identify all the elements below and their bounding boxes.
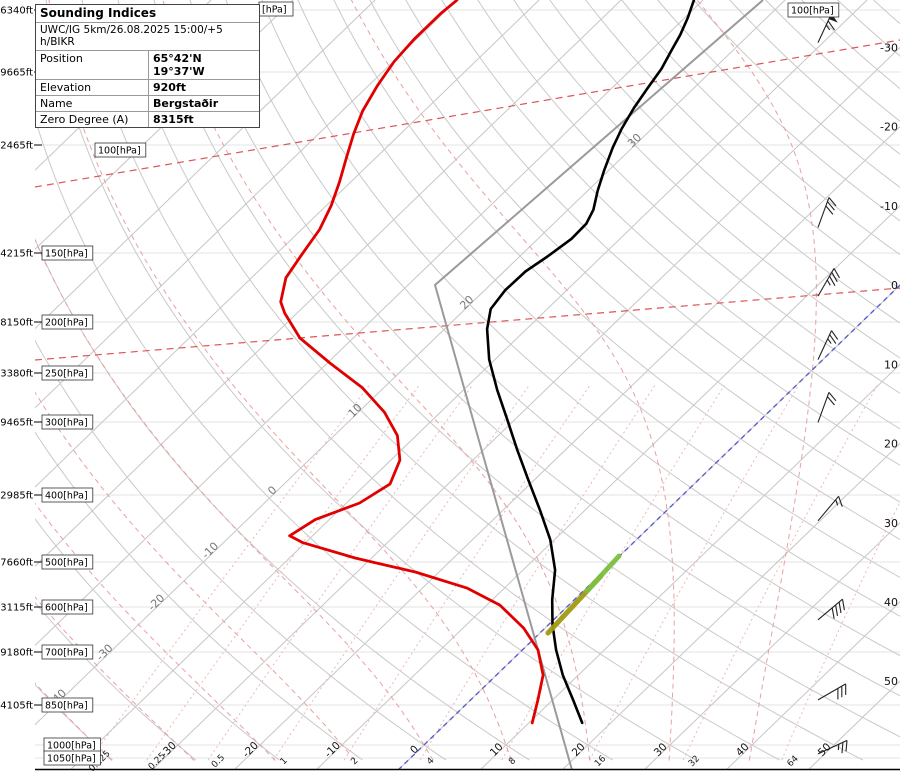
- axis-label: 700[hPa]: [45, 648, 88, 659]
- axis-label: [hPa]: [262, 5, 287, 16]
- info-value: 65°42'N 19°37'W: [153, 52, 205, 78]
- pressure-box: [41, 245, 94, 261]
- pressure-box: [94, 142, 147, 158]
- axis-label: 30: [884, 517, 898, 530]
- info-title: Sounding Indices: [40, 6, 157, 20]
- pressure-box: [41, 365, 94, 381]
- cloud-layer-marker: [545, 553, 622, 636]
- axis-label: 17660ft: [0, 558, 33, 569]
- axis-label: 250[hPa]: [45, 369, 88, 380]
- axis-label: 50: [884, 675, 898, 688]
- wind-barb: [817, 598, 845, 621]
- axis-label: 66340ft: [0, 6, 33, 17]
- pressure-box: [41, 644, 94, 660]
- wind-barb: [817, 197, 837, 228]
- info-value: Bergstaðir: [153, 97, 219, 110]
- axis-label: 52465ft: [0, 141, 33, 152]
- axis-label: -20: [880, 121, 898, 134]
- wind-barbs: [817, 13, 848, 755]
- pressure-box: [41, 414, 94, 430]
- info-row-position: Position 65°42'N 19°37'W: [36, 50, 259, 79]
- altitude-axis: 66340ft 59665ft 52465ft 44215ft 38150ft 33380…: [0, 6, 42, 712]
- axis-label: 4: [425, 756, 436, 767]
- axis-label: 100[hPa]: [791, 6, 834, 17]
- axis-label: 1000[hPa]: [47, 741, 96, 752]
- axis-label: 40: [884, 596, 898, 609]
- wind-barb: [817, 495, 843, 522]
- axis-label: 150[hPa]: [45, 249, 88, 260]
- axis-label: 850[hPa]: [45, 701, 88, 712]
- info-row-zero-degree: Zero Degree (A) 8315ft: [36, 111, 259, 127]
- info-label: Zero Degree (A): [36, 112, 149, 127]
- dewpoint-curve: [279, 0, 545, 725]
- wind-barb: [817, 683, 847, 701]
- wind-barb: [817, 739, 848, 755]
- freezing-level-line: [397, 284, 900, 770]
- info-label: Elevation: [36, 80, 149, 95]
- pressure-box: [787, 2, 840, 18]
- info-row-elevation: Elevation 920ft: [36, 79, 259, 95]
- wind-barb: [817, 268, 840, 297]
- temperature-curve: [485, 0, 696, 725]
- axis-label: 33380ft: [0, 369, 33, 380]
- axis-label: 200[hPa]: [45, 318, 88, 329]
- info-value: 8315ft: [153, 113, 194, 126]
- axis-label: 8: [507, 756, 518, 767]
- axis-label: 22985ft: [0, 491, 33, 502]
- axis-label: 2: [349, 756, 360, 767]
- pressure-box: [41, 554, 94, 570]
- axis-label: 38150ft: [0, 318, 33, 329]
- sounding-info-box: Sounding Indices UWC/IG 5km/26.08.2025 1…: [35, 4, 260, 128]
- axis-label: 9180ft: [0, 648, 33, 659]
- axis-label: 500[hPa]: [45, 558, 88, 569]
- info-row-name: Name Bergstaðir: [36, 95, 259, 111]
- pressure-gridlines: [35, 9, 900, 759]
- axis-label: -10: [880, 200, 898, 213]
- wind-barb: [817, 392, 837, 423]
- right-temperature-labels: -30 -20 -10 0 10 20 30 40 50: [880, 41, 898, 688]
- axis-label: -30: [880, 41, 898, 54]
- axis-label: 29465ft: [0, 418, 33, 429]
- info-value: 920ft: [153, 81, 187, 94]
- axis-label: 600[hPa]: [45, 603, 88, 614]
- info-label: Name: [36, 96, 149, 111]
- pressure-box: [43, 750, 101, 766]
- axis-label: 4105ft: [0, 701, 33, 712]
- pressure-axis-boxes: 100[hPa] 150[hPa] 200[hPa] 250[hPa] 300[hPa]…: [41, 1, 840, 766]
- wind-barb: [817, 330, 839, 360]
- red-dashed-reference-lines: [35, 39, 900, 361]
- pressure-box: [41, 314, 94, 330]
- axis-label: 1: [279, 756, 290, 767]
- axis-label: 59665ft: [0, 68, 33, 79]
- axis-label: 1050[hPa]: [47, 754, 96, 765]
- pressure-box: [41, 487, 94, 503]
- axis-label: 44215ft: [0, 249, 33, 260]
- axis-label: 10: [884, 358, 898, 371]
- standard-atmosphere-line: [433, 0, 764, 770]
- axis-label: 20: [884, 438, 898, 451]
- info-label: Position: [36, 51, 149, 79]
- pressure-box: [41, 697, 94, 713]
- axis-label: 300[hPa]: [45, 418, 88, 429]
- axis-label: 100[hPa]: [98, 146, 141, 157]
- axis-label: 400[hPa]: [45, 491, 88, 502]
- axis-label: 13115ft: [0, 603, 33, 614]
- info-model-run: UWC/IG 5km/26.08.2025 15:00/+5 h/BIKR: [36, 22, 259, 50]
- axis-label: 0: [891, 279, 898, 292]
- pressure-box: [41, 599, 94, 615]
